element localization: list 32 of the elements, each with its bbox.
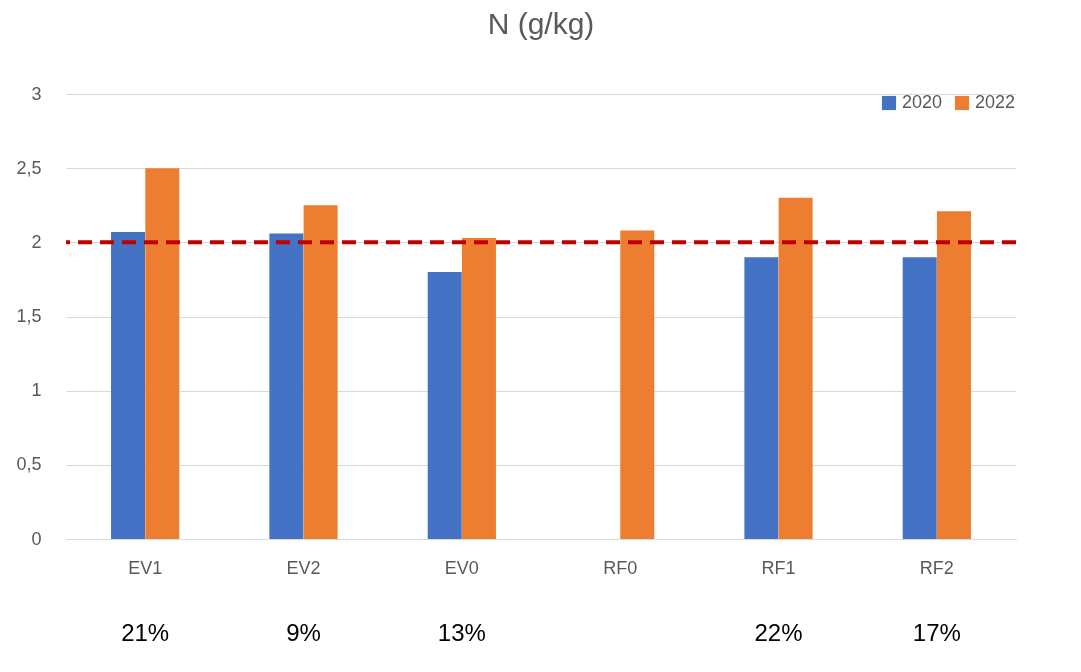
- bar: [269, 233, 304, 539]
- bar: [145, 168, 180, 539]
- bar: [744, 257, 779, 539]
- x-tick-label: RF2: [919, 557, 954, 578]
- legend-label: 2022: [975, 92, 1016, 112]
- y-tick-label: 2,5: [16, 157, 42, 178]
- x-tick-label: EV2: [286, 557, 321, 578]
- bar: [778, 197, 813, 539]
- text: 21%: [121, 619, 170, 646]
- text: 13%: [437, 619, 486, 646]
- x-tick-label: RF0: [603, 557, 638, 578]
- text: 9%: [286, 619, 321, 646]
- chart-title: N (g/kg): [487, 7, 595, 40]
- y-tick-label: 0: [31, 528, 42, 549]
- bar: [620, 230, 655, 539]
- text: 17%: [912, 619, 961, 646]
- bar: [303, 205, 338, 539]
- y-tick-label: 3: [31, 83, 42, 104]
- bar: [936, 211, 971, 539]
- bar: [461, 237, 496, 539]
- bar: [902, 257, 937, 539]
- y-tick-label: 0,5: [16, 454, 42, 475]
- x-tick-label: RF1: [761, 557, 796, 578]
- legend-label: 2020: [902, 92, 943, 112]
- bar: [111, 231, 146, 539]
- x-tick-label: EV1: [128, 557, 163, 578]
- y-tick-label: 2: [31, 231, 42, 252]
- x-tick-label: EV0: [444, 557, 479, 578]
- bar: [427, 272, 462, 539]
- text: 22%: [754, 619, 803, 646]
- y-tick-label: 1: [31, 380, 42, 401]
- y-tick-label: 1,5: [16, 306, 42, 326]
